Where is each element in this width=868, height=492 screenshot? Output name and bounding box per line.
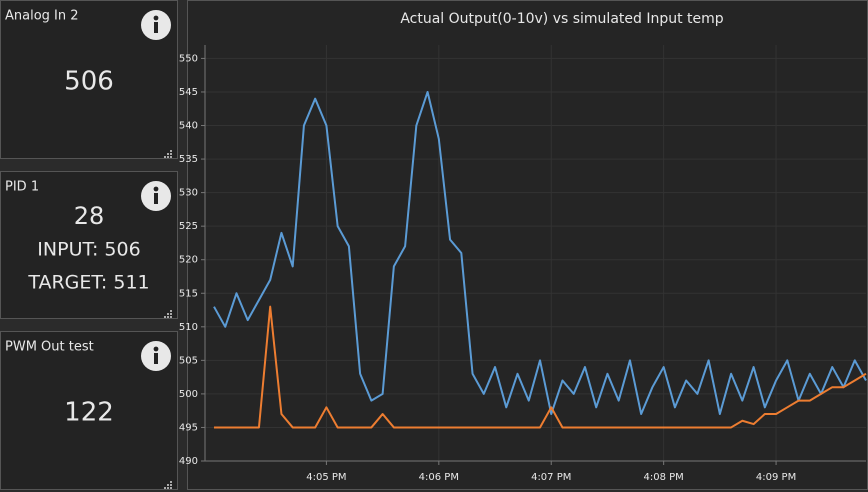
y-tick-label: 495 bbox=[179, 422, 198, 433]
y-tick-label: 530 bbox=[179, 188, 198, 199]
widget-title: Analog In 2 bbox=[5, 9, 79, 24]
resize-grip bbox=[164, 310, 172, 318]
y-tick-label: 520 bbox=[179, 255, 198, 266]
y-tick-label: 540 bbox=[179, 121, 198, 132]
x-tick-label: 4:09 PM bbox=[756, 472, 796, 483]
y-tick-label: 500 bbox=[179, 389, 198, 400]
info-dot bbox=[153, 346, 159, 352]
y-tick-label: 515 bbox=[179, 288, 198, 299]
y-tick-label: 490 bbox=[179, 456, 198, 467]
widgets: Analog In 2 506 PID 1 28 INPUT: 506 TARGET: 5… bbox=[0, 0, 178, 490]
y-tick-label: 510 bbox=[179, 322, 198, 333]
widget-line: TARGET: 511 bbox=[27, 272, 149, 294]
info-stem bbox=[154, 193, 158, 204]
info-icon[interactable] bbox=[141, 181, 171, 211]
x-tick-label: 4:07 PM bbox=[531, 472, 571, 483]
widget-value: 122 bbox=[64, 398, 114, 428]
widget: PID 1 28 INPUT: 506 TARGET: 511 bbox=[0, 171, 178, 319]
x-tick-label: 4:05 PM bbox=[306, 472, 346, 483]
info-stem bbox=[154, 353, 158, 364]
info-dot bbox=[153, 15, 159, 21]
widget-value: 506 bbox=[64, 67, 114, 97]
info-icon[interactable] bbox=[141, 10, 171, 40]
x-tick-label: 4:06 PM bbox=[419, 472, 459, 483]
series-line bbox=[213, 305, 867, 429]
resize-grip bbox=[164, 150, 172, 158]
x-tick-label: 4:08 PM bbox=[644, 472, 684, 483]
resize-grip bbox=[164, 481, 172, 489]
info-dot bbox=[153, 186, 159, 192]
info-icon[interactable] bbox=[141, 341, 171, 371]
widget-title: PWM Out test bbox=[5, 340, 94, 355]
widget: PWM Out test 122 bbox=[0, 331, 178, 490]
y-tick-label: 545 bbox=[179, 87, 198, 98]
widget: Analog In 2 506 bbox=[0, 0, 178, 159]
y-tick-label: 550 bbox=[179, 53, 198, 64]
y-tick-label: 505 bbox=[179, 355, 198, 366]
chart-panel bbox=[187, 0, 868, 490]
series-line bbox=[213, 90, 867, 416]
chart: 490 495 500 505 510 515 520 525 530 535 540 545 550 4… bbox=[179, 45, 867, 483]
y-tick-label: 525 bbox=[179, 221, 198, 232]
widget-title: PID 1 bbox=[5, 180, 39, 195]
chart-title: Actual Output(0-10v) vs simulated Input … bbox=[400, 11, 723, 27]
widget-line: INPUT: 506 bbox=[37, 239, 140, 261]
widget-value: 28 bbox=[74, 202, 105, 230]
y-tick-label: 535 bbox=[179, 154, 198, 165]
info-stem bbox=[154, 22, 158, 33]
